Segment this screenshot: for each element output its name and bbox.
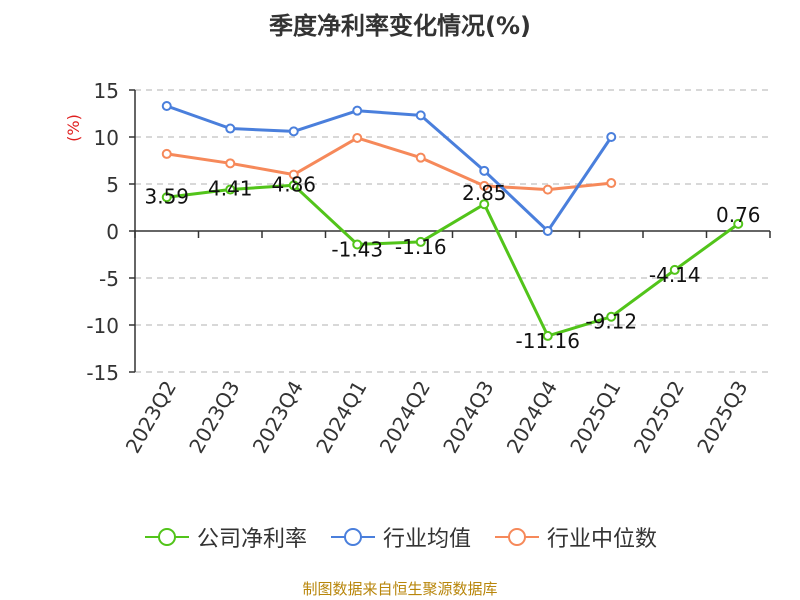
- data-point: [352, 132, 363, 143]
- data-point: [606, 132, 617, 142]
- legend-item-industry-median[interactable]: 行业中位数: [493, 521, 657, 553]
- data-point: [161, 148, 172, 159]
- data-label: -1.16: [395, 235, 447, 259]
- y-axis-unit-label: (%): [64, 114, 83, 142]
- y-tick-label: 0: [106, 220, 119, 244]
- chart-title: 季度净利率变化情况(%): [269, 12, 531, 40]
- data-point: [225, 158, 236, 169]
- legend-label: 公司净利率: [196, 527, 307, 552]
- data-point: [606, 311, 617, 322]
- data-point: [352, 239, 363, 250]
- series-line-1: [166, 104, 613, 233]
- data-point: [288, 169, 299, 180]
- x-tick-label: 2024Q1: [311, 377, 371, 458]
- x-tick-label: 2023Q4: [248, 377, 308, 458]
- y-tick-label: -5: [99, 267, 119, 291]
- data-point: [415, 110, 426, 121]
- series-lines: [161, 100, 744, 341]
- data-point: [669, 264, 680, 275]
- data-label: 3.59: [144, 184, 189, 208]
- legend-marker-blue: [330, 528, 375, 546]
- x-tick-label: 2024Q3: [438, 377, 498, 458]
- legend-marker-green: [144, 528, 189, 546]
- data-label: 4.86: [271, 172, 316, 196]
- x-tick-label: 2024Q2: [375, 377, 435, 458]
- data-point: [479, 180, 490, 191]
- data-point: [542, 330, 553, 341]
- data-point: [733, 218, 744, 229]
- data-point: [479, 165, 490, 176]
- y-tick-label: -10: [86, 314, 119, 338]
- data-label: 2.85: [462, 181, 507, 205]
- data-point: [606, 178, 617, 189]
- data-point: [225, 123, 236, 134]
- series-line-2: [166, 136, 612, 192]
- y-tick-label: -15: [86, 361, 119, 385]
- data-label: -1.43: [331, 237, 383, 261]
- x-tick-label: 2025Q2: [629, 377, 689, 458]
- x-tick-label: 2024Q4: [502, 377, 562, 458]
- data-label: -11.16: [516, 329, 580, 353]
- data-point: [225, 184, 236, 195]
- y-tick-label: 10: [94, 126, 119, 150]
- data-point: [161, 100, 172, 111]
- legend-item-company-net-margin[interactable]: 公司净利率: [143, 521, 307, 553]
- data-point: [415, 152, 426, 163]
- legend-label: 行业中位数: [547, 527, 658, 552]
- x-tick-label: 2023Q2: [121, 377, 181, 458]
- data-label: 4.41: [208, 177, 253, 201]
- y-tick-label: 15: [94, 79, 119, 103]
- data-point: [479, 199, 490, 210]
- data-point: [288, 126, 299, 137]
- data-label: -9.12: [585, 310, 637, 334]
- data-point: [542, 226, 553, 236]
- x-tick-label: 2025Q1: [565, 377, 625, 458]
- y-tick-label: 5: [106, 173, 119, 197]
- data-point: [415, 236, 426, 247]
- legend-marker-orange: [495, 528, 539, 546]
- legend-item-industry-mean[interactable]: 行业均值: [329, 521, 471, 553]
- data-point: [352, 105, 363, 116]
- x-tick-label: 2025Q3: [692, 377, 752, 458]
- data-point: [542, 184, 553, 195]
- data-labels: 3.59 4.41 4.86 -1.43 -1.16 2.85 -11.16-9.12 -4.…: [144, 172, 760, 353]
- legend: 公司净利率 行业均值 行业中位数: [0, 520, 800, 554]
- data-label: -4.14: [649, 263, 701, 287]
- data-point: [288, 180, 299, 191]
- data-point: [161, 192, 172, 203]
- x-tick-label: 2023Q3: [184, 377, 244, 458]
- series-line-0: [166, 183, 740, 338]
- legend-label: 行业均值: [382, 527, 471, 552]
- data-label: 0.76: [716, 203, 761, 227]
- data-source-note: 制图数据来自恒生聚源数据库: [302, 580, 498, 598]
